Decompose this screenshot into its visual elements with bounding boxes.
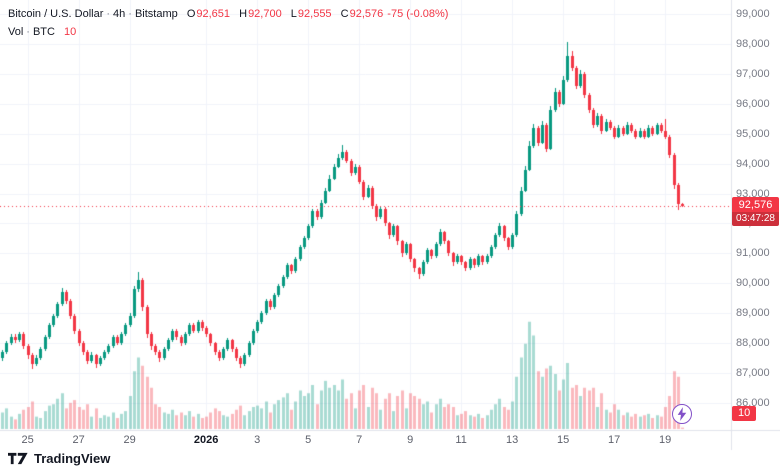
time-axis-label: 17 (608, 434, 621, 446)
tradingview-logo-icon[interactable] (8, 452, 29, 465)
exchange-label[interactable]: Bitstamp (134, 8, 178, 20)
legend-separator: · (26, 26, 30, 38)
low-value: 92,555 (297, 8, 332, 20)
time-axis-label: 2026 (193, 434, 219, 446)
price-axis-label: 96,000 (736, 97, 770, 110)
time-axis-label: 29 (123, 434, 136, 446)
price-axis-label: 93,000 (736, 187, 770, 200)
time-axis-label: 5 (305, 434, 312, 446)
price-axis-label: 94,000 (736, 157, 770, 170)
volume-unit-label: BTC (32, 26, 55, 38)
high-label: H (239, 8, 248, 20)
price-axis-label: 89,000 (736, 307, 770, 320)
tradingview-logo-text[interactable]: TradingView (34, 451, 111, 466)
symbol-title[interactable]: Bitcoin / U.S. Dollar (8, 8, 104, 20)
symbol-row: Bitcoin / U.S. Dollar · 4h · Bitstamp O92,65… (8, 6, 448, 22)
volume-indicator-row: Vol · BTC 10 (8, 24, 448, 40)
time-axis-label: 3 (254, 434, 261, 446)
close-value: 92,576 (349, 8, 384, 20)
time-axis-label: 27 (72, 434, 85, 446)
last-price-label: 92,576 03:47:28 (732, 197, 779, 227)
price-axis-label: 95,000 (736, 127, 770, 140)
close-label: C (340, 8, 349, 20)
legend-separator: · (128, 8, 132, 20)
legend-separator: · (106, 8, 111, 20)
time-axis-label: 19 (659, 434, 672, 446)
price-axis-label: 87,000 (736, 367, 770, 380)
volume-indicator-label[interactable]: Vol (8, 26, 24, 38)
high-value: 92,700 (248, 8, 282, 20)
time-axis-label: 11 (455, 434, 467, 446)
price-axis-label: 91,000 (736, 247, 770, 260)
chart-legend: Bitcoin / U.S. Dollar · 4h · Bitstamp O92,65… (8, 6, 448, 40)
price-axis-label: 88,000 (736, 337, 770, 350)
change-value: -75 (-0.08%) (387, 8, 449, 20)
open-value: 92,651 (196, 8, 231, 20)
lightning-icon[interactable] (672, 404, 692, 424)
price-axis-label: 98,000 (736, 37, 770, 50)
time-axis-label: 25 (21, 434, 34, 446)
price-axis-label: 90,000 (736, 277, 770, 290)
price-axis-label: 97,000 (736, 67, 770, 80)
open-label: O (186, 8, 196, 20)
interval-label[interactable]: 4h (113, 8, 126, 20)
time-axis-label: 13 (506, 434, 519, 446)
volume-value: 10 (64, 26, 77, 38)
price-axis-label: 99,000 (736, 8, 770, 20)
lightning-bolt-glyph (677, 407, 687, 421)
last-price-value: 92,576 (732, 197, 779, 213)
time-axis-label: 15 (557, 434, 570, 446)
time-axis-label: 9 (407, 434, 414, 446)
volume-axis-label: 10 (732, 406, 757, 421)
time-axis-label: 7 (356, 434, 363, 446)
footer: TradingView (8, 451, 110, 466)
low-label: L (290, 8, 297, 20)
time-axis[interactable]: 25 27 29 2026 3 5 7 9 11 13 15 17 19 (0, 431, 780, 451)
bar-countdown: 03:47:28 (732, 212, 779, 227)
